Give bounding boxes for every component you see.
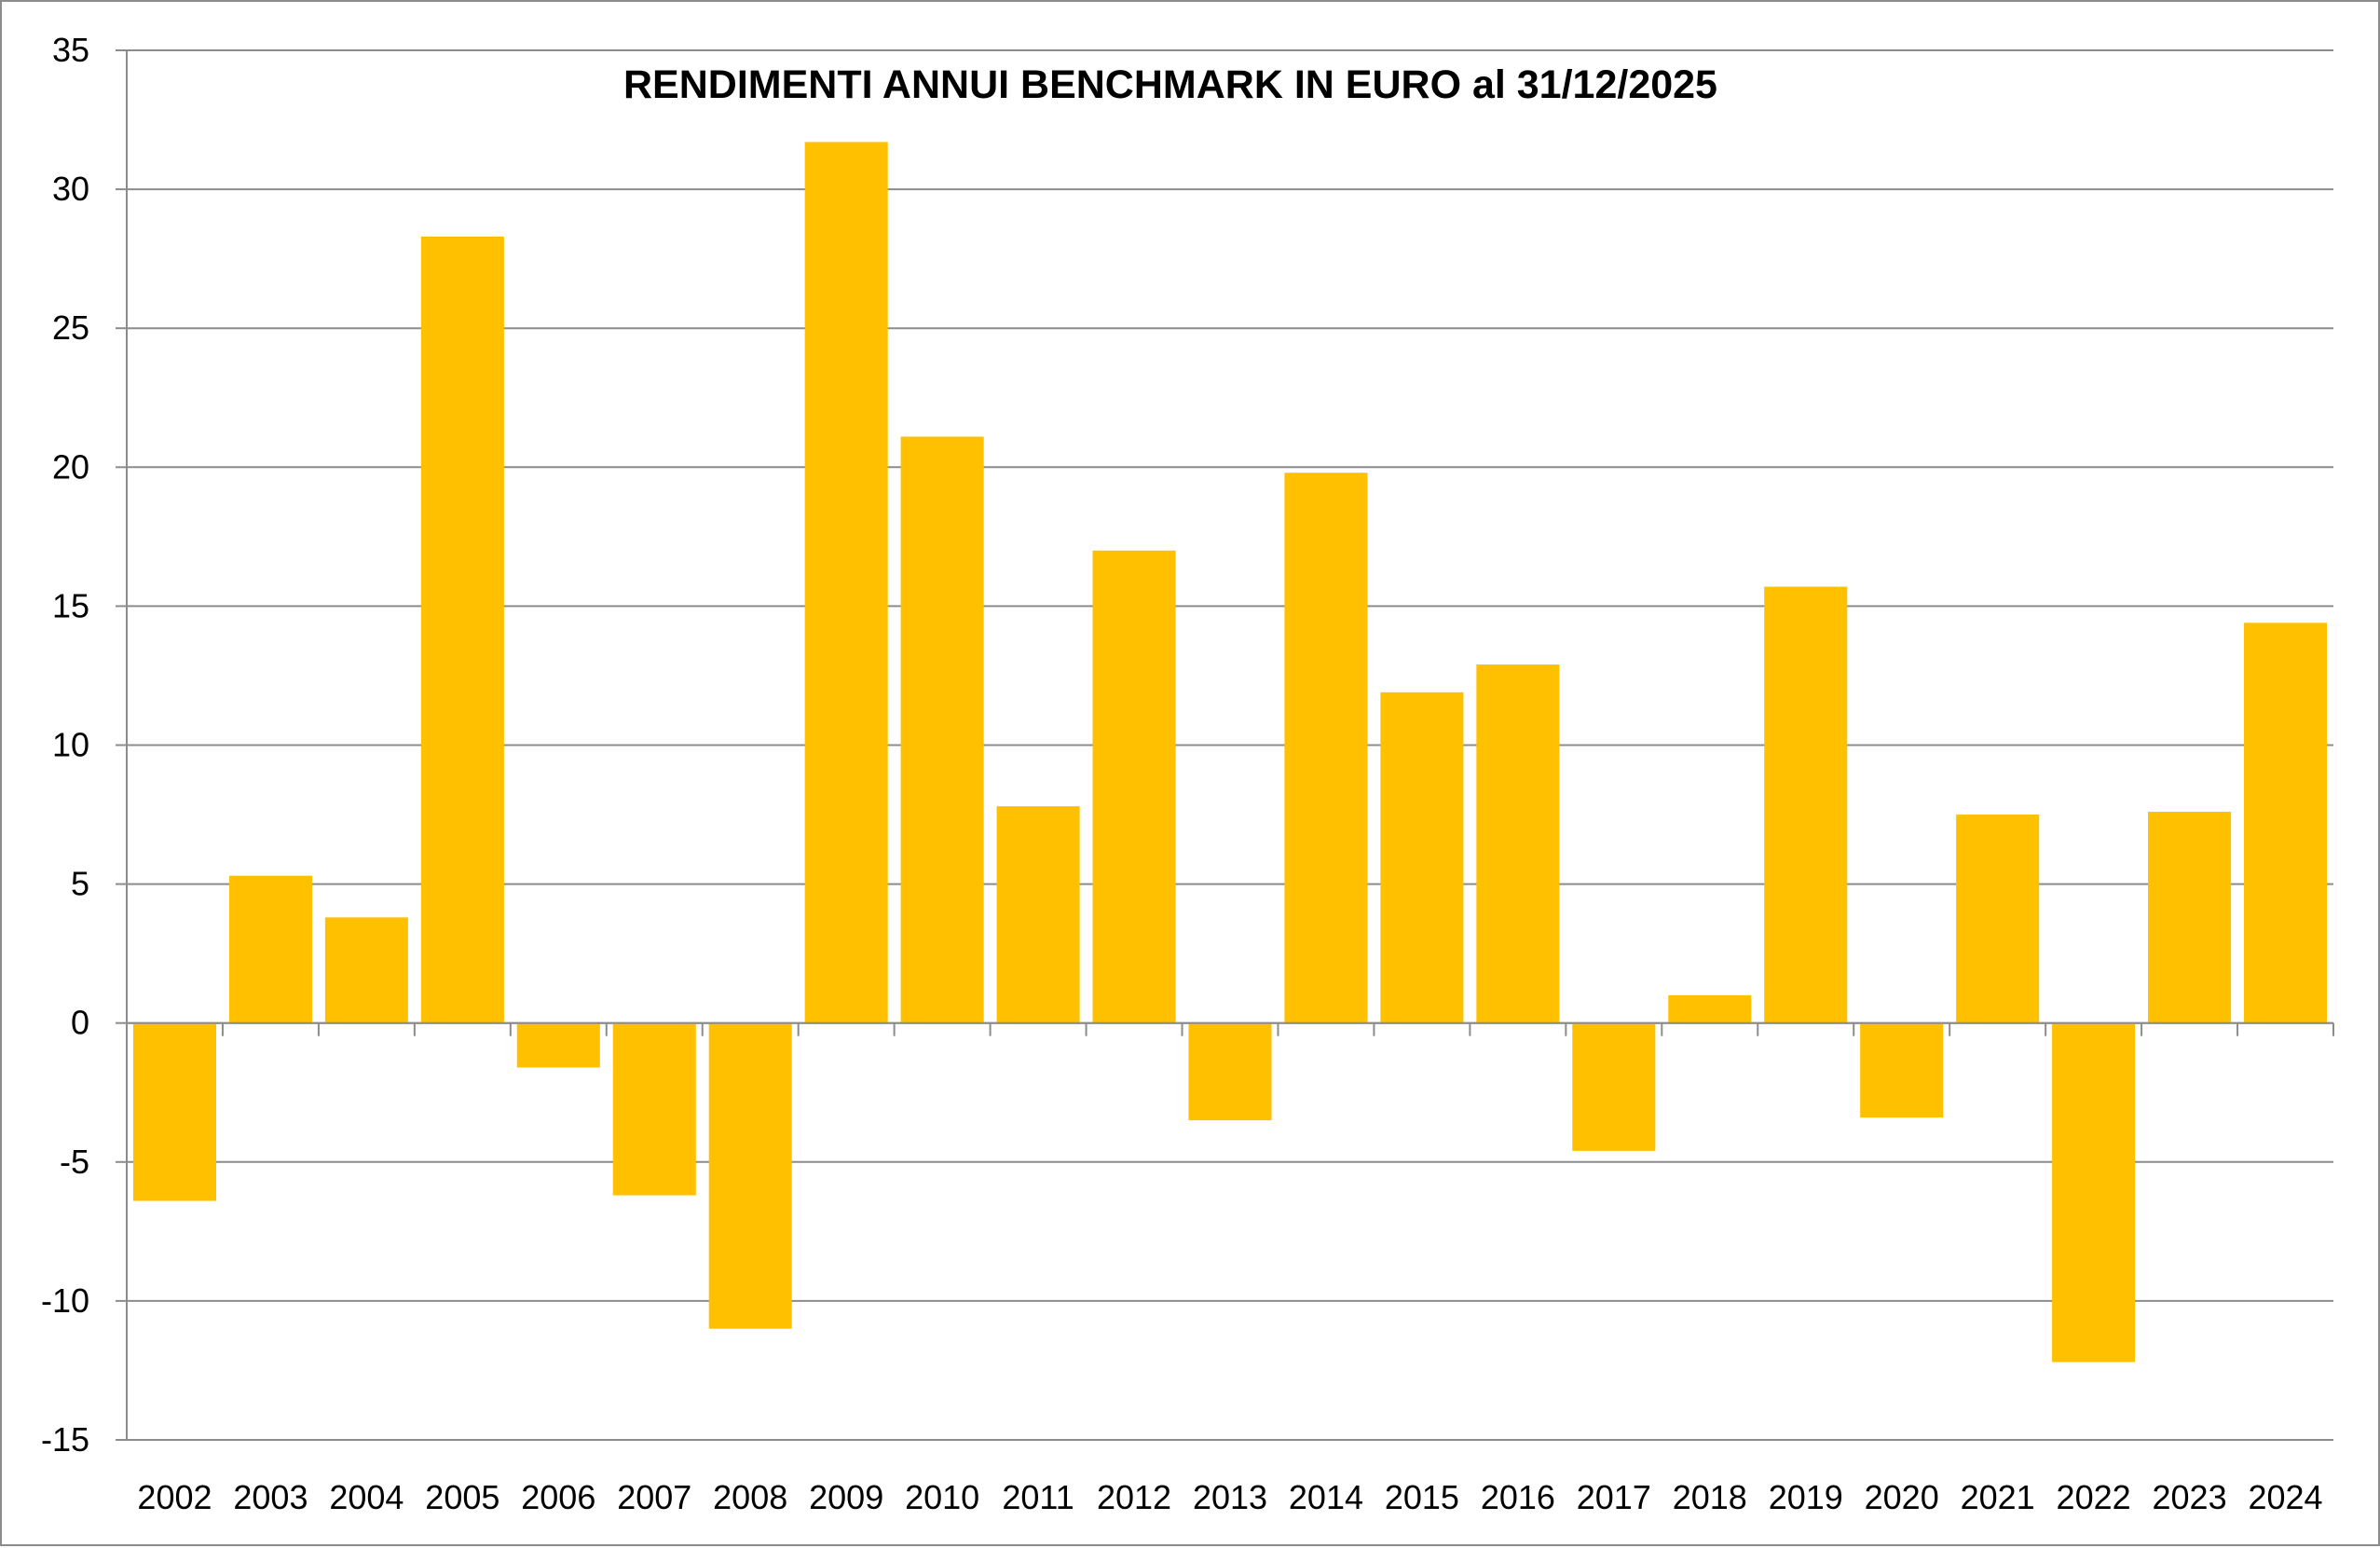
x-tick-label: 2016 (1481, 1478, 1555, 1516)
y-tick-label: 15 (52, 586, 89, 624)
x-tick-label: 2019 (1769, 1478, 1843, 1516)
bar-2021 (1956, 815, 2040, 1023)
x-tick-label: 2011 (1002, 1478, 1074, 1516)
bar-2022 (2052, 1022, 2136, 1363)
bar-2008 (708, 1022, 792, 1329)
bar-2004 (324, 917, 408, 1023)
bar-2019 (1764, 586, 1848, 1023)
x-tick-label: 2021 (1961, 1478, 2035, 1516)
bar-2016 (1476, 664, 1560, 1023)
x-tick-label: 2002 (137, 1478, 212, 1516)
x-tick-label: 2009 (809, 1478, 883, 1516)
bar-2006 (516, 1022, 600, 1068)
y-tick-label: -10 (41, 1281, 89, 1320)
x-tick-label: 2006 (521, 1478, 595, 1516)
x-tick-label: 2010 (905, 1478, 979, 1516)
bars (132, 142, 2328, 1363)
y-tick-label: 35 (52, 31, 89, 69)
x-tick-label: 2013 (1193, 1478, 1267, 1516)
bar-2007 (612, 1022, 696, 1196)
y-tick-label: -5 (60, 1143, 89, 1181)
x-tick-label: 2005 (425, 1478, 499, 1516)
x-tick-label: 2015 (1385, 1478, 1459, 1516)
x-tick-label: 2014 (1289, 1478, 1363, 1516)
x-tick-label: 2018 (1673, 1478, 1747, 1516)
y-tick-label: -15 (41, 1420, 89, 1459)
x-tick-label: 2024 (2248, 1478, 2322, 1516)
y-tick-label: 5 (71, 865, 89, 903)
y-tick-label: 25 (52, 308, 89, 347)
x-tick-label: 2004 (329, 1478, 404, 1516)
bar-2015 (1380, 692, 1464, 1023)
x-tick-label: 2012 (1097, 1478, 1171, 1516)
bar-2005 (420, 236, 504, 1023)
y-tick-label: 20 (52, 447, 89, 486)
x-tick-label: 2017 (1577, 1478, 1651, 1516)
bar-2013 (1188, 1022, 1272, 1121)
x-tick-label: 2023 (2153, 1478, 2227, 1516)
bar-2012 (1092, 550, 1176, 1023)
axes (116, 49, 2334, 1441)
bar-2014 (1284, 473, 1368, 1023)
chart-title: RENDIMENTI ANNUI BENCHMARK IN EURO al 31… (623, 62, 1717, 107)
bar-2011 (996, 806, 1080, 1023)
x-tick-label: 2022 (2057, 1478, 2131, 1516)
x-tick-label: 2007 (617, 1478, 691, 1516)
x-tick-label: 2003 (233, 1478, 308, 1516)
bar-2017 (1572, 1022, 1656, 1151)
bar-2018 (1668, 994, 1752, 1023)
bar-2009 (804, 142, 888, 1023)
bar-2002 (132, 1022, 217, 1201)
y-tick-label: 30 (52, 170, 89, 208)
bar-2003 (228, 875, 312, 1023)
bar-2023 (2148, 812, 2232, 1023)
y-tick-label: 0 (71, 1004, 89, 1042)
bar-2010 (900, 436, 984, 1023)
y-tick-label: 10 (52, 726, 89, 764)
bar-2024 (2243, 623, 2328, 1023)
x-tick-label: 2020 (1865, 1478, 1939, 1516)
x-tick-label: 2008 (713, 1478, 787, 1516)
bar-2020 (1860, 1022, 1944, 1118)
